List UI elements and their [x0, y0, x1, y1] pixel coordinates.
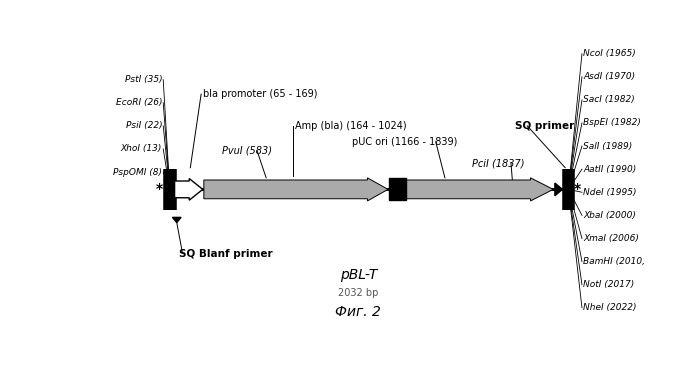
- Text: *: *: [574, 182, 581, 196]
- Text: Фиг. 2: Фиг. 2: [336, 305, 381, 319]
- Text: Amp (bla) (164 - 1024): Amp (bla) (164 - 1024): [295, 121, 407, 131]
- FancyArrow shape: [175, 178, 203, 200]
- Text: *: *: [156, 182, 163, 196]
- Text: PspOMI (8): PspOMI (8): [113, 168, 162, 177]
- Text: XmaI (2006): XmaI (2006): [583, 234, 639, 243]
- Polygon shape: [173, 217, 181, 223]
- Text: NheI (2022): NheI (2022): [583, 303, 637, 312]
- Text: EcoRI (26): EcoRI (26): [115, 98, 162, 107]
- Text: pBL-T: pBL-T: [340, 267, 377, 282]
- Text: bla promoter (65 - 169): bla promoter (65 - 169): [203, 89, 317, 99]
- FancyArrow shape: [406, 178, 554, 201]
- FancyArrow shape: [204, 178, 388, 201]
- Text: XbaI (2000): XbaI (2000): [583, 211, 636, 220]
- Text: BspEI (1982): BspEI (1982): [583, 118, 641, 128]
- Text: SalI (1989): SalI (1989): [583, 142, 633, 150]
- Text: NotI (2017): NotI (2017): [583, 280, 634, 289]
- Text: SQ primer: SQ primer: [515, 121, 575, 131]
- Polygon shape: [555, 183, 563, 196]
- Text: NdeI (1995): NdeI (1995): [583, 188, 637, 197]
- Text: PstI (35): PstI (35): [124, 75, 162, 84]
- Text: NcoI (1965): NcoI (1965): [583, 49, 636, 58]
- Text: PciI (1837): PciI (1837): [472, 158, 524, 168]
- Text: PvuI (583): PvuI (583): [222, 146, 272, 155]
- Text: pUC ori (1166 - 1839): pUC ori (1166 - 1839): [352, 137, 457, 147]
- Text: 2032 bp: 2032 bp: [338, 288, 378, 298]
- Text: AsdI (1970): AsdI (1970): [583, 72, 635, 81]
- Text: XhoI (13): XhoI (13): [121, 144, 162, 153]
- Bar: [389, 178, 406, 200]
- Text: AatII (1990): AatII (1990): [583, 165, 636, 174]
- Text: BamHI (2010,: BamHI (2010,: [583, 257, 645, 266]
- Text: PsiI (22): PsiI (22): [126, 122, 162, 130]
- Text: SQ Blanf primer: SQ Blanf primer: [180, 249, 273, 259]
- Text: SacI (1982): SacI (1982): [583, 95, 635, 104]
